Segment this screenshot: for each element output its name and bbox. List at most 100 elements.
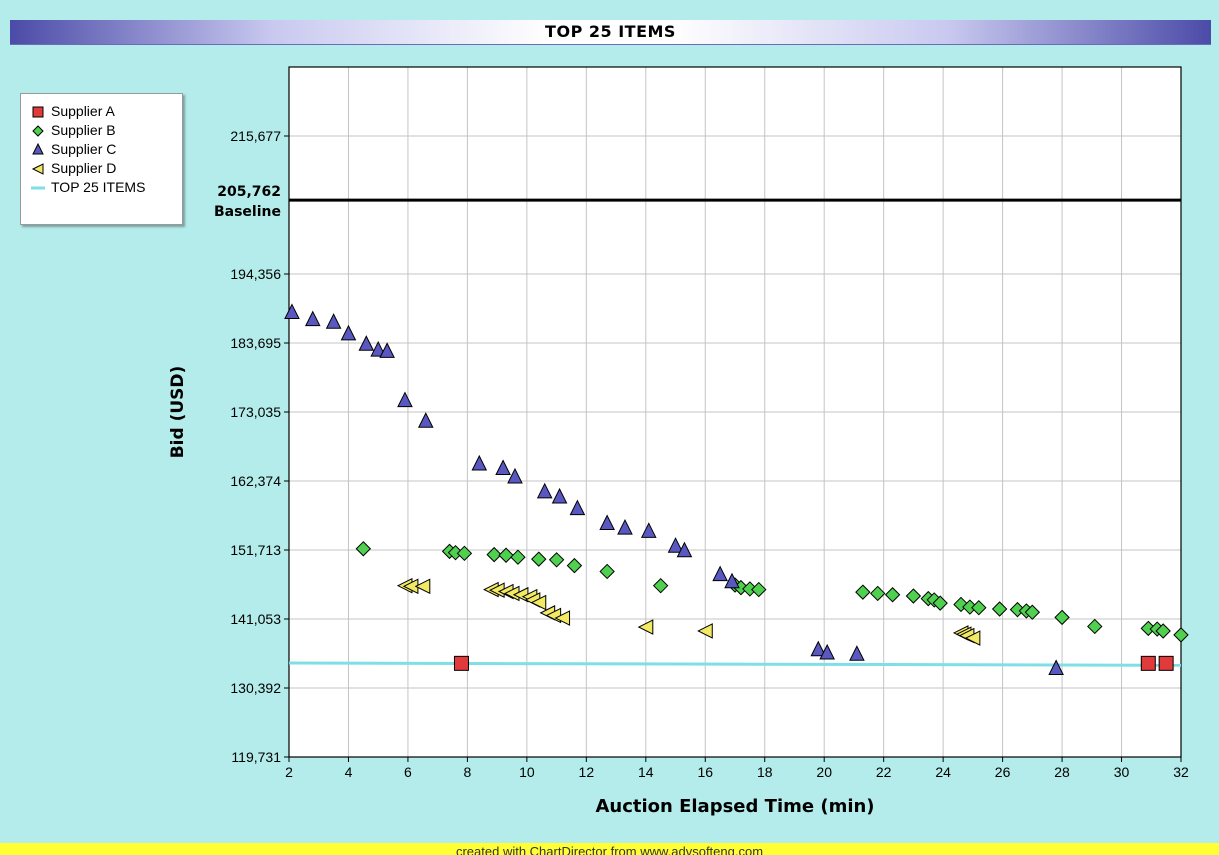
legend-item-supplier-b: Supplier B xyxy=(29,121,179,139)
supplier-c-point xyxy=(397,391,413,408)
supplier-c-point xyxy=(617,518,633,535)
supplier-b-point xyxy=(566,557,583,574)
y-tick-label: 141,053 xyxy=(230,611,281,627)
footer-credit: created with ChartDirector from www.advs… xyxy=(455,844,764,855)
x-tick-label: 24 xyxy=(935,764,951,780)
supplier-b-point xyxy=(870,585,886,602)
supplier-c-point xyxy=(551,487,568,504)
supplier-c-point xyxy=(667,537,684,553)
supplier-c-point xyxy=(507,467,523,484)
x-tick-label: 12 xyxy=(579,764,595,780)
supplier-b-point xyxy=(1024,604,1041,620)
supplier-c-point xyxy=(340,324,357,341)
legend-label-supplier-d: Supplier D xyxy=(51,160,117,176)
supplier-b-point xyxy=(355,541,372,557)
y-tick-label: 183,695 xyxy=(230,335,281,351)
x-tick-label: 14 xyxy=(638,764,654,780)
x-tick-label: 4 xyxy=(345,764,353,780)
y-tick-label: 130,392 xyxy=(230,680,281,696)
chart-title: TOP 25 ITEMS xyxy=(545,22,676,41)
supplier-b-point xyxy=(548,552,565,568)
supplier-c-point xyxy=(676,541,693,558)
x-tick-label: 10 xyxy=(519,764,535,780)
y-tick-label: 162,374 xyxy=(230,473,281,489)
top-25-items-line xyxy=(288,661,1182,667)
supplier-d-point xyxy=(697,623,713,639)
legend-symbol-supplier-c xyxy=(32,142,44,155)
chart-title-bar: TOP 25 ITEMS xyxy=(10,20,1211,45)
supplier-b-point xyxy=(1155,623,1171,639)
supplier-c-point xyxy=(640,522,657,538)
supplier-b-point xyxy=(1054,609,1070,626)
supplier-c-point xyxy=(810,640,827,657)
legend-label-supplier-b: Supplier B xyxy=(51,122,116,138)
supplier-b-point xyxy=(991,601,1008,617)
supplier-d-point xyxy=(530,594,547,611)
legend-label-supplier-c: Supplier C xyxy=(51,141,117,157)
x-tick-label: 22 xyxy=(876,764,892,780)
supplier-b-point xyxy=(1173,627,1189,643)
supplier-c-point xyxy=(724,572,740,589)
legend-marker xyxy=(32,106,44,118)
y-tick-label: 151,713 xyxy=(230,542,281,558)
legend-symbol-top-25-items xyxy=(31,186,45,190)
supplier-c-point xyxy=(370,340,387,357)
supplier-c-point xyxy=(304,310,321,327)
x-axis-title: Auction Elapsed Time (min) xyxy=(595,796,874,817)
legend-item-supplier-c: Supplier C xyxy=(29,140,179,158)
supplier-c-point xyxy=(599,514,615,531)
supplier-c-point xyxy=(284,303,300,320)
legend-symbol-supplier-d xyxy=(31,163,44,175)
x-tick-label: 6 xyxy=(404,764,412,780)
supplier-c-point xyxy=(819,643,835,660)
legend-marker xyxy=(32,142,44,155)
x-tick-label: 18 xyxy=(757,764,773,780)
supplier-a-point xyxy=(1140,655,1156,671)
supplier-b-point xyxy=(1087,618,1103,635)
x-tick-label: 30 xyxy=(1114,764,1130,780)
y-tick-label: 215,677 xyxy=(230,128,281,144)
supplier-d-point xyxy=(554,610,571,626)
supplier-c-point xyxy=(417,412,434,428)
legend-symbol-supplier-b xyxy=(32,125,44,137)
supplier-c-point xyxy=(849,645,865,661)
supplier-c-point xyxy=(1048,659,1064,676)
supplier-b-point xyxy=(498,547,514,563)
supplier-c-point xyxy=(379,342,395,358)
supplier-b-point xyxy=(510,549,526,565)
supplier-b-point xyxy=(456,545,473,562)
x-tick-label: 28 xyxy=(1054,764,1070,780)
y-tick-label: 194,356 xyxy=(230,266,281,282)
supplier-b-point xyxy=(531,551,547,567)
legend-symbol-supplier-a xyxy=(32,106,44,118)
supplier-d-point xyxy=(964,630,981,646)
footer-bar: created with ChartDirector from www.advs… xyxy=(0,843,1219,855)
supplier-b-point xyxy=(855,584,871,600)
legend-item-top-25-items: TOP 25 ITEMS xyxy=(29,178,179,196)
supplier-a-point xyxy=(453,655,469,671)
supplier-d-point xyxy=(637,619,654,635)
x-tick-label: 16 xyxy=(697,764,713,780)
legend-item-supplier-a: Supplier A xyxy=(29,102,179,120)
legend-marker xyxy=(31,163,44,175)
x-tick-label: 20 xyxy=(816,764,832,780)
supplier-c-point xyxy=(536,482,553,499)
legend-item-supplier-d: Supplier D xyxy=(29,159,179,177)
supplier-d-point xyxy=(414,578,431,595)
legend-label-top-25-items: TOP 25 ITEMS xyxy=(51,179,146,195)
y-axis-title: Bid (USD) xyxy=(168,366,188,459)
x-tick-label: 2 xyxy=(285,764,293,780)
legend-marker xyxy=(32,125,44,137)
supplier-b-point xyxy=(599,563,615,580)
x-tick-label: 8 xyxy=(464,764,472,780)
baseline-label: Baseline xyxy=(214,204,281,220)
supplier-b-point xyxy=(971,599,987,616)
legend: Supplier A Supplier B Supplier C Supplier D… xyxy=(20,93,183,225)
supplier-c-point xyxy=(325,313,342,329)
x-tick-label: 32 xyxy=(1173,764,1189,780)
supplier-b-point xyxy=(486,546,502,563)
supplier-b-point xyxy=(884,587,901,603)
supplier-c-point xyxy=(569,499,586,516)
